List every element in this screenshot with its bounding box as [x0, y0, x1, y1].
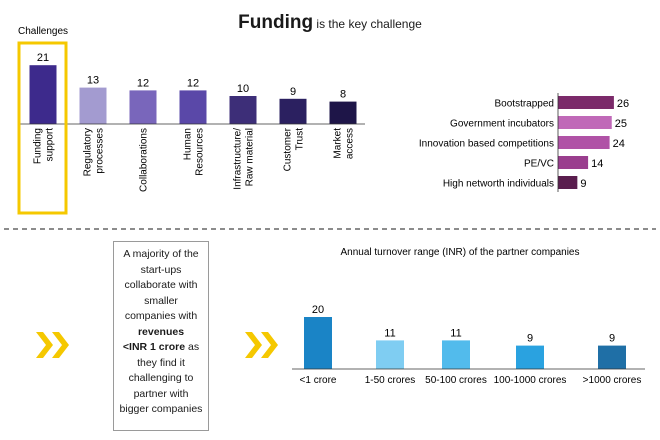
data-label: 24 [613, 138, 625, 150]
data-label: 11 [450, 327, 461, 339]
chevrons [36, 332, 278, 358]
tick-label: Marketaccess [333, 128, 356, 159]
data-label: 20 [312, 304, 324, 316]
bar [29, 65, 57, 124]
title-main: Funding [238, 12, 314, 33]
chart-title: Annual turnover range (INR) of the partn… [340, 247, 579, 258]
chevron-icon [261, 332, 278, 358]
bar [558, 176, 578, 189]
tick-label: CustomerTrust [283, 127, 306, 171]
tick-label: >1000 crores [583, 375, 642, 386]
tick-label: Fundingsupport [33, 128, 56, 164]
tick-label: 50-100 crores [425, 375, 487, 386]
data-label: 13 [87, 75, 99, 87]
callout-text-1: A majority of the start-ups collaborate … [123, 248, 199, 322]
bar [558, 116, 612, 129]
data-label: 14 [591, 158, 603, 170]
data-label: 12 [187, 77, 199, 89]
bar [442, 340, 470, 369]
data-label: 9 [290, 86, 296, 98]
data-label: 9 [580, 178, 586, 190]
chevron-icon [52, 332, 69, 358]
callout-bold-1: revenues [137, 325, 185, 338]
tick-label: <1 crore [300, 375, 337, 386]
highlight-frame [17, 41, 68, 215]
turnover-chart: Annual turnover range (INR) of the partn… [292, 247, 645, 386]
data-label: 9 [609, 333, 615, 345]
bar [179, 90, 207, 124]
chart-title: Challenges [18, 26, 68, 37]
callout-box: A majority of the start-ups collaborate … [113, 241, 209, 431]
challenges-chart: Challenges 21 Fundingsupport 13 Regulatorypr… [17, 26, 365, 215]
chevron-icon [245, 332, 262, 358]
category-label: High networth individuals [443, 179, 554, 190]
tick-label: 1-50 crores [365, 375, 416, 386]
category-label: Bootstrapped [495, 99, 555, 110]
bar [598, 345, 626, 369]
category-label: Innovation based competitions [419, 139, 554, 150]
bar [558, 156, 589, 169]
data-label: 26 [617, 98, 629, 110]
tick-label: HumanResources [183, 128, 206, 176]
data-label: 8 [340, 89, 346, 101]
chevron-icon [36, 332, 53, 358]
title-rest: is the key challenge [313, 17, 422, 31]
tick-label: 100-1000 crores [494, 375, 567, 386]
category-label: PE/VC [524, 159, 554, 170]
bar [279, 98, 307, 124]
data-label: 11 [384, 327, 395, 339]
callout-text-2: as they find it challenging to partner w… [119, 341, 203, 415]
data-label: 10 [237, 83, 249, 95]
bar [229, 96, 257, 124]
bar [558, 136, 610, 149]
tick-label: Collaborations [139, 128, 150, 192]
data-label: 21 [37, 52, 49, 64]
bar [516, 345, 544, 369]
page-title: Funding is the key challenge [0, 12, 660, 34]
bar [376, 340, 404, 369]
callout-bold-2: <INR 1 crore [122, 341, 186, 353]
category-label: Government incubators [450, 119, 554, 130]
data-label: 9 [527, 333, 533, 345]
bar [304, 317, 332, 369]
bar [79, 87, 107, 124]
data-label: 25 [615, 118, 627, 130]
bar [129, 90, 157, 124]
bar [558, 96, 614, 109]
tick-label: Infrastructure/Raw material [233, 128, 256, 190]
bar [329, 101, 357, 124]
data-label: 12 [137, 77, 149, 89]
tick-label: Regulatoryprocesses [83, 128, 106, 176]
funding-sources-chart: Bootstrapped 26 Government incubators 25 Inn… [419, 93, 629, 192]
